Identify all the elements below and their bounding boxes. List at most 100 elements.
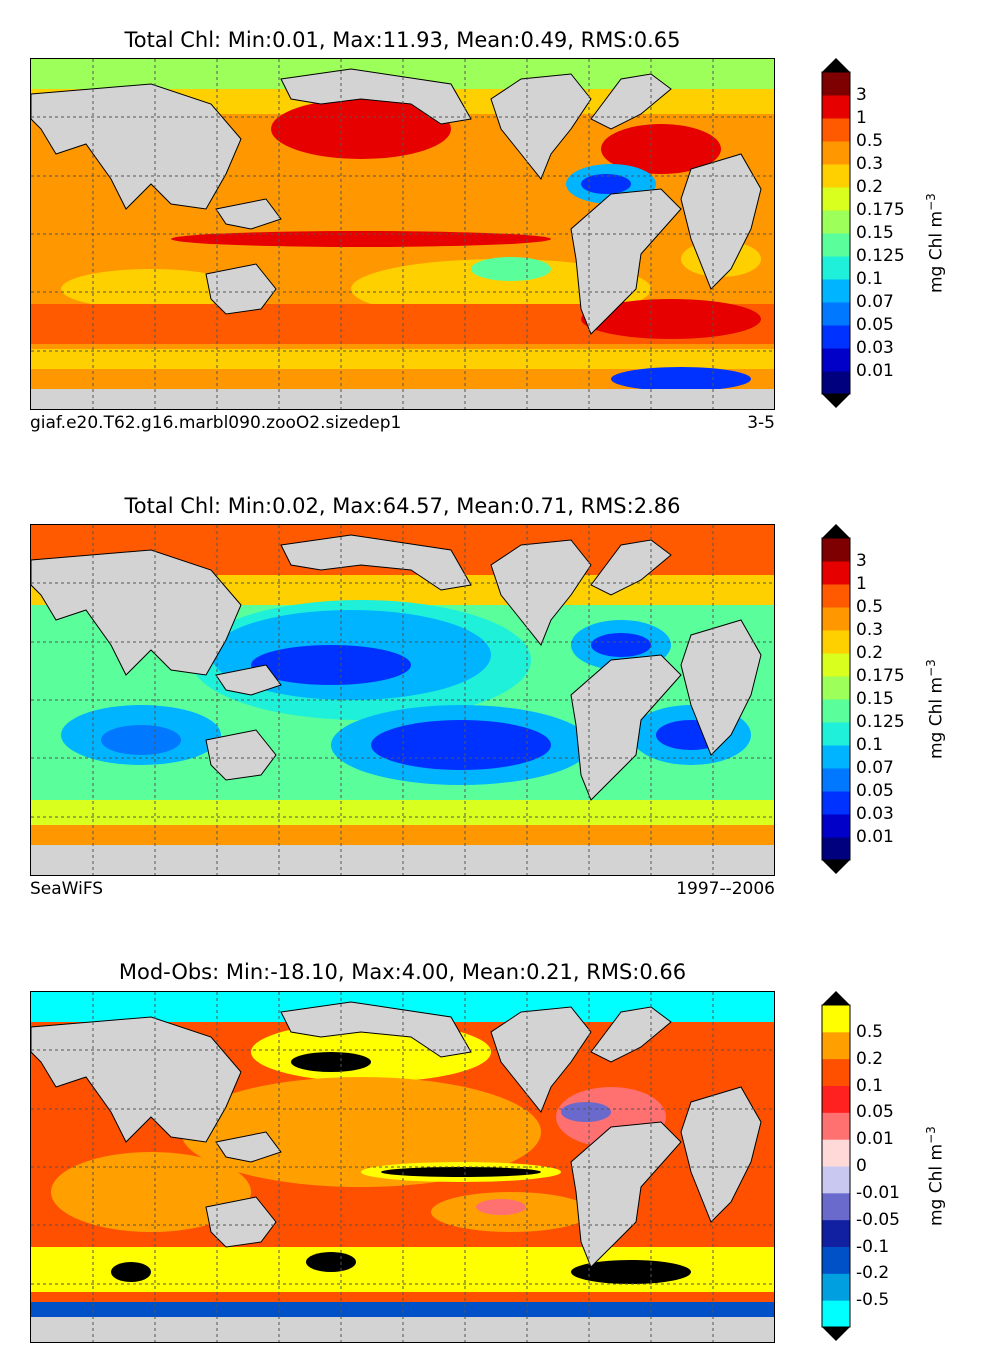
- colorbar-min-extension: [822, 860, 850, 874]
- colorbar-swatch: [822, 1273, 850, 1301]
- depth-range-label: 3-5: [747, 413, 775, 433]
- colorbar-swatch: [822, 141, 850, 165]
- colorbar-max-extension: [822, 58, 850, 72]
- colorbar-tick-label: 0.07: [856, 758, 894, 778]
- colorbar-swatch: [822, 561, 850, 585]
- colorbar-tick-label: 0.1: [856, 269, 884, 289]
- colorbar-swatch: [822, 630, 850, 654]
- colorbar-swatch: [822, 538, 850, 562]
- colorbar-tick-label: 0.1: [856, 735, 884, 755]
- colorbar-swatch: [822, 1058, 850, 1086]
- colorbar-tick-label: -0.5: [856, 1290, 890, 1311]
- colorbar-swatch: [822, 584, 850, 608]
- colorbar-swatch: [822, 745, 850, 769]
- colorbar-swatch: [822, 1005, 850, 1033]
- colorbar-tick-label: 1: [856, 574, 867, 594]
- colorbar-tick-label: 3: [856, 551, 867, 571]
- colorbar-border: [821, 537, 851, 861]
- colorbar-tick-label: 0.2: [856, 1048, 884, 1069]
- colorbar-tick-label: -0.2: [856, 1263, 890, 1284]
- colorbar-swatch: [822, 371, 850, 395]
- colorbar-tick-label: 0.175: [856, 666, 905, 686]
- colorbar-swatch: [822, 187, 850, 211]
- colorbar-tick-label: 0.2: [856, 643, 884, 663]
- colorbar-tick-label: 0.175: [856, 200, 905, 220]
- colorbar-swatch: [822, 118, 850, 142]
- colorbar-unit-label: mg Chl m−3: [924, 193, 947, 293]
- map-seawifs-chlorophyll: [30, 524, 775, 876]
- colorbar-swatch: [822, 302, 850, 326]
- colorbar-unit-label: mg Chl m−3: [924, 1126, 947, 1226]
- panel-title: Total Chl: Min:0.02, Max:64.57, Mean:0.7…: [124, 494, 681, 518]
- colorbar-tick-label: 0.05: [856, 781, 894, 801]
- colorbar-tick-label: -0.1: [856, 1236, 890, 1257]
- colorbar-tick-label: 0.01: [856, 827, 894, 847]
- colorbar-swatch: [822, 348, 850, 372]
- year-range-label: 1997--2006: [676, 879, 775, 899]
- colorbar-tick-label: 0.3: [856, 620, 884, 640]
- colorbar-tick-label: 0.5: [856, 597, 884, 617]
- map-model-minus-obs: [30, 991, 775, 1343]
- colorbar-swatch: [822, 814, 850, 838]
- colorbar-graphic: [821, 58, 851, 408]
- run-name-label: giaf.e20.T62.g16.marbl090.zooO2.sizedep1: [30, 413, 402, 433]
- colorbar-graphic: [821, 524, 851, 874]
- colorbar-tick-label: 0.5: [856, 1021, 884, 1042]
- colorbar-swatch: [822, 653, 850, 677]
- colorbar-tick-label: 0.1: [856, 1075, 884, 1096]
- colorbar-swatch: [822, 1246, 850, 1274]
- colorbar-tick-label: 0.5: [856, 131, 884, 151]
- colorbar-swatch: [822, 1112, 850, 1140]
- colorbar-swatch: [822, 676, 850, 700]
- colorbar-tick-label: 1: [856, 108, 867, 128]
- colorbar-swatch: [822, 325, 850, 349]
- colorbar-border: [821, 71, 851, 395]
- colorbar-min-extension: [822, 1327, 850, 1341]
- colorbar-tick-label: 0.15: [856, 689, 894, 709]
- colorbar-swatch: [822, 699, 850, 723]
- colorbar-swatch: [822, 256, 850, 280]
- colorbar-border: [821, 1004, 851, 1328]
- colorbar-swatch: [822, 1031, 850, 1060]
- map-model-chlorophyll: [30, 58, 775, 410]
- colorbar-swatch: [822, 1192, 850, 1221]
- colorbar-swatch: [822, 210, 850, 234]
- colorbar-tick-label: 0: [856, 1156, 867, 1176]
- colorbar-tick-label: 0.05: [856, 315, 894, 335]
- panel-title: Mod-Obs: Min:-18.10, Max:4.00, Mean:0.21…: [118, 960, 687, 984]
- colorbar-swatch: [822, 607, 850, 631]
- colorbar-swatch: [822, 791, 850, 815]
- colorbar-swatch: [822, 164, 850, 188]
- colorbar-swatch: [822, 1166, 850, 1194]
- colorbar-tick-label: 0.01: [856, 361, 894, 381]
- data-source-label: SeaWiFS: [30, 879, 104, 899]
- colorbar-swatch: [822, 722, 850, 746]
- colorbar-tick-label: 3: [856, 85, 867, 105]
- colorbar-max-extension: [822, 991, 850, 1005]
- colorbar-swatch: [822, 233, 850, 257]
- colorbar-swatch: [822, 1085, 850, 1113]
- colorbar-max-extension: [822, 524, 850, 538]
- colorbar-swatch: [822, 1300, 850, 1328]
- colorbar-swatch: [822, 1139, 850, 1167]
- colorbar-swatch: [822, 768, 850, 792]
- colorbar-swatch: [822, 1219, 850, 1247]
- colorbar-swatch: [822, 72, 850, 96]
- colorbar-tick-label: 0.2: [856, 177, 884, 197]
- colorbar-tick-label: 0.03: [856, 338, 894, 358]
- colorbar-graphic: [821, 991, 851, 1341]
- colorbar-unit-label: mg Chl m−3: [924, 659, 947, 759]
- colorbar-tick-label: 0.05: [856, 1102, 894, 1123]
- colorbar-min-extension: [822, 394, 850, 408]
- colorbar-swatch: [822, 95, 850, 119]
- colorbar-swatch: [822, 837, 850, 861]
- colorbar-swatch: [822, 279, 850, 303]
- colorbar-tick-label: 0.01: [856, 1129, 894, 1150]
- colorbar-tick-label: 0.3: [856, 154, 884, 174]
- colorbar-tick-label: 0.15: [856, 223, 894, 243]
- colorbar-tick-label: 0.125: [856, 246, 905, 266]
- colorbar-tick-label: -0.05: [856, 1209, 900, 1230]
- colorbar-tick-label: 0.07: [856, 292, 894, 312]
- colorbar-tick-label: 0.125: [856, 712, 905, 732]
- panel-title: Total Chl: Min:0.01, Max:11.93, Mean:0.4…: [124, 28, 681, 52]
